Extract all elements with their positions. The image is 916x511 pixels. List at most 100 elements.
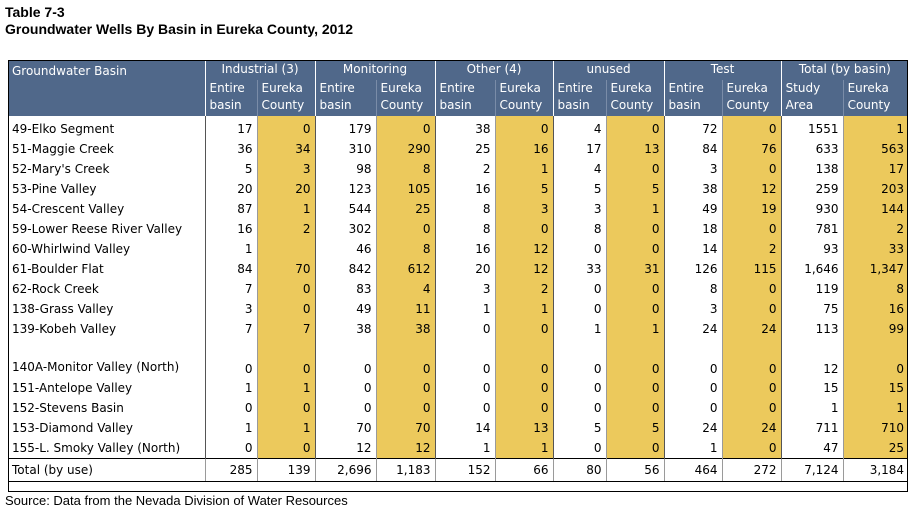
entire-basin-cell: 49 xyxy=(663,199,723,219)
eureka-county-cell: 1 xyxy=(494,159,554,179)
total-row: Total (by use) 285 139 2,696 1,183 152 66 80 56 4… xyxy=(8,458,909,482)
eureka-county-cell: 0 xyxy=(494,116,554,139)
eureka-county-cell: 0 xyxy=(605,159,665,179)
eureka-county-cell: 1 xyxy=(256,199,315,219)
eureka-county-cell: 70 xyxy=(375,418,436,438)
table-row: 53-Pine Valley 20 20 123 105 16 5 5 5 38 12 259 203 xyxy=(8,179,909,199)
entire-basin-cell: 2 xyxy=(434,159,496,179)
eureka-county-cell: 1 xyxy=(256,418,315,438)
study-area-cell: 259 xyxy=(780,179,844,199)
entire-basin-cell: 0 xyxy=(663,398,723,418)
study-area-cell: 119 xyxy=(780,279,844,299)
eureka-county-cell: 99 xyxy=(842,319,909,339)
entire-basin-cell: 0 xyxy=(552,299,607,319)
entire-basin-cell: 0 xyxy=(314,378,376,398)
table-row: 49-Elko Segment 17 0 179 0 38 0 4 0 72 0 1551 1 xyxy=(8,116,909,139)
entire-basin-cell: 0 xyxy=(434,378,496,398)
eureka-county-cell: 2 xyxy=(494,279,554,299)
entire-basin-cell: 84 xyxy=(204,259,257,279)
entire-basin-cell: 3 xyxy=(663,299,723,319)
eureka-county-cell: 4 xyxy=(375,279,436,299)
entire-basin-cell: 72 xyxy=(663,116,723,139)
entire-basin-cell: 38 xyxy=(663,179,723,199)
eureka-county-cell: 2 xyxy=(842,219,909,239)
entire-basin-cell: 7 xyxy=(204,279,257,299)
entire-basin-cell: 310 xyxy=(314,139,376,159)
subheader-eureka-county: Eureka County xyxy=(375,80,436,116)
eureka-county-cell: 0 xyxy=(605,116,665,139)
subheader-entire-basin: Entire basin xyxy=(434,80,496,116)
entire-basin-cell: 285 xyxy=(204,458,257,482)
basin-name-cell: 49-Elko Segment xyxy=(12,122,115,136)
eureka-county-cell: 0 xyxy=(721,116,782,139)
basin-name-cell: 151-Antelope Valley xyxy=(12,381,133,395)
eureka-county-cell: 0 xyxy=(605,339,665,378)
eureka-county-cell: 1,347 xyxy=(842,259,909,279)
eureka-county-cell: 272 xyxy=(721,458,782,482)
group-header-monitoring: Monitoring xyxy=(314,60,436,80)
entire-basin-cell: 0 xyxy=(434,398,496,418)
eureka-county-cell: 0 xyxy=(494,378,554,398)
entire-basin-cell: 16 xyxy=(204,219,257,239)
entire-basin-cell: 98 xyxy=(314,159,376,179)
eureka-county-cell: 5 xyxy=(605,418,665,438)
eureka-county-cell: 0 xyxy=(375,116,436,139)
table-row: 51-Maggie Creek 36 34 310 290 25 16 17 13 84 76 633… xyxy=(8,139,909,159)
entire-basin-cell: 1 xyxy=(204,378,257,398)
eureka-county-cell: 0 xyxy=(605,438,665,459)
eureka-county-cell: 144 xyxy=(842,199,909,219)
basin-name-cell: 53-Pine Valley xyxy=(12,182,97,196)
group-header-total: Total (by basin) xyxy=(780,60,909,80)
entire-basin-cell: 123 xyxy=(314,179,376,199)
entire-basin-cell: 70 xyxy=(314,418,376,438)
subheader-entire-basin: Entire basin xyxy=(663,80,723,116)
eureka-county-cell: 38 xyxy=(375,319,436,339)
entire-basin-cell: 8 xyxy=(434,199,496,219)
entire-basin-cell: 38 xyxy=(434,116,496,139)
basin-name-cell: 60-Whirlwind Valley xyxy=(12,242,131,256)
eureka-county-cell: 13 xyxy=(605,139,665,159)
entire-basin-cell: 20 xyxy=(204,179,257,199)
eureka-county-cell: 19 xyxy=(721,199,782,219)
eureka-county-cell xyxy=(256,239,315,259)
entire-basin-cell: 0 xyxy=(434,339,496,378)
entire-basin-cell: 842 xyxy=(314,259,376,279)
basin-name-cell: 152-Stevens Basin xyxy=(12,401,124,415)
entire-basin-cell: 83 xyxy=(314,279,376,299)
entire-basin-cell: 16 xyxy=(434,179,496,199)
table-row: 61-Boulder Flat 84 70 842 612 20 12 33 31 126 115 1… xyxy=(8,259,909,279)
entire-basin-cell: 4 xyxy=(552,159,607,179)
eureka-county-cell: 0 xyxy=(375,339,436,378)
entire-basin-cell: 20 xyxy=(434,259,496,279)
entire-basin-cell: 33 xyxy=(552,259,607,279)
entire-basin-cell: 179 xyxy=(314,116,376,139)
basin-name-cell: 62-Rock Creek xyxy=(12,282,99,296)
eureka-county-cell: 25 xyxy=(842,438,909,459)
eureka-county-cell: 3 xyxy=(256,159,315,179)
table-row: 54-Crescent Valley 87 1 544 25 8 3 3 1 49 19 930 144 xyxy=(8,199,909,219)
eureka-county-cell: 0 xyxy=(256,438,315,459)
subheader-eureka-county: Eureka County xyxy=(256,80,315,116)
entire-basin-cell: 16 xyxy=(434,239,496,259)
eureka-county-cell: 612 xyxy=(375,259,436,279)
eureka-county-cell: 0 xyxy=(494,339,554,378)
group-header-test: Test xyxy=(663,60,782,80)
study-area-cell: 15 xyxy=(780,378,844,398)
table-row: 153-Diamond Valley 1 1 70 70 14 13 5 5 24 24 711 710 xyxy=(8,418,909,438)
basin-name-cell: 138-Grass Valley xyxy=(12,302,114,316)
eureka-county-cell: 12 xyxy=(494,259,554,279)
eureka-county-cell: 0 xyxy=(721,279,782,299)
entire-basin-cell: 8 xyxy=(663,279,723,299)
eureka-county-cell: 0 xyxy=(721,219,782,239)
study-area-cell: 113 xyxy=(780,319,844,339)
eureka-county-cell: 11 xyxy=(375,299,436,319)
eureka-county-cell: 0 xyxy=(605,378,665,398)
table-row: 138-Grass Valley 3 0 49 11 1 1 0 0 3 0 75 16 xyxy=(8,299,909,319)
entire-basin-cell: 0 xyxy=(314,398,376,418)
entire-basin-cell: 5 xyxy=(552,179,607,199)
entire-basin-cell: 0 xyxy=(552,279,607,299)
subheader-entire-basin: Entire basin xyxy=(204,80,257,116)
entire-basin-cell: 3 xyxy=(204,299,257,319)
entire-basin-cell: 0 xyxy=(663,339,723,378)
eureka-county-cell: 20 xyxy=(256,179,315,199)
